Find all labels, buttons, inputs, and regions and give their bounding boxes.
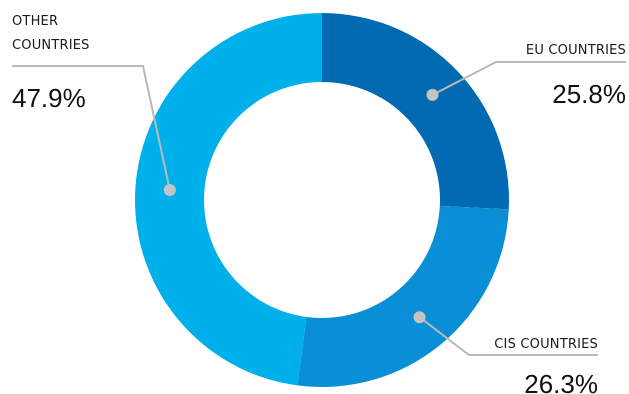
value-eu-countries: 25.8% — [552, 79, 626, 109]
value-cis-countries: 26.3% — [524, 369, 598, 394]
slice-other-countries — [134, 13, 322, 386]
label-cis-countries: CIS COUNTRIES — [494, 337, 598, 352]
label-eu-countries: EU COUNTRIES — [526, 43, 626, 58]
label-other-countries-line1: OTHER — [12, 14, 58, 29]
leader-dot-other-countries — [163, 183, 176, 196]
value-other-countries: 47.9% — [12, 83, 86, 113]
slice-eu-countries — [322, 13, 509, 210]
leader-line-other-countries — [12, 65, 171, 191]
donut-slices — [134, 13, 509, 388]
label-other-countries: OTHER COUNTRIES — [12, 14, 90, 53]
leader-line-eu-countries — [432, 61, 626, 96]
leader-lines — [12, 61, 626, 356]
leader-line-cis-countries — [418, 316, 598, 356]
leader-dot-cis-countries — [413, 311, 426, 324]
label-other-countries-line2: COUNTRIES — [12, 38, 90, 53]
leader-dot-eu-countries — [426, 88, 439, 101]
slice-cis-countries — [297, 205, 509, 388]
